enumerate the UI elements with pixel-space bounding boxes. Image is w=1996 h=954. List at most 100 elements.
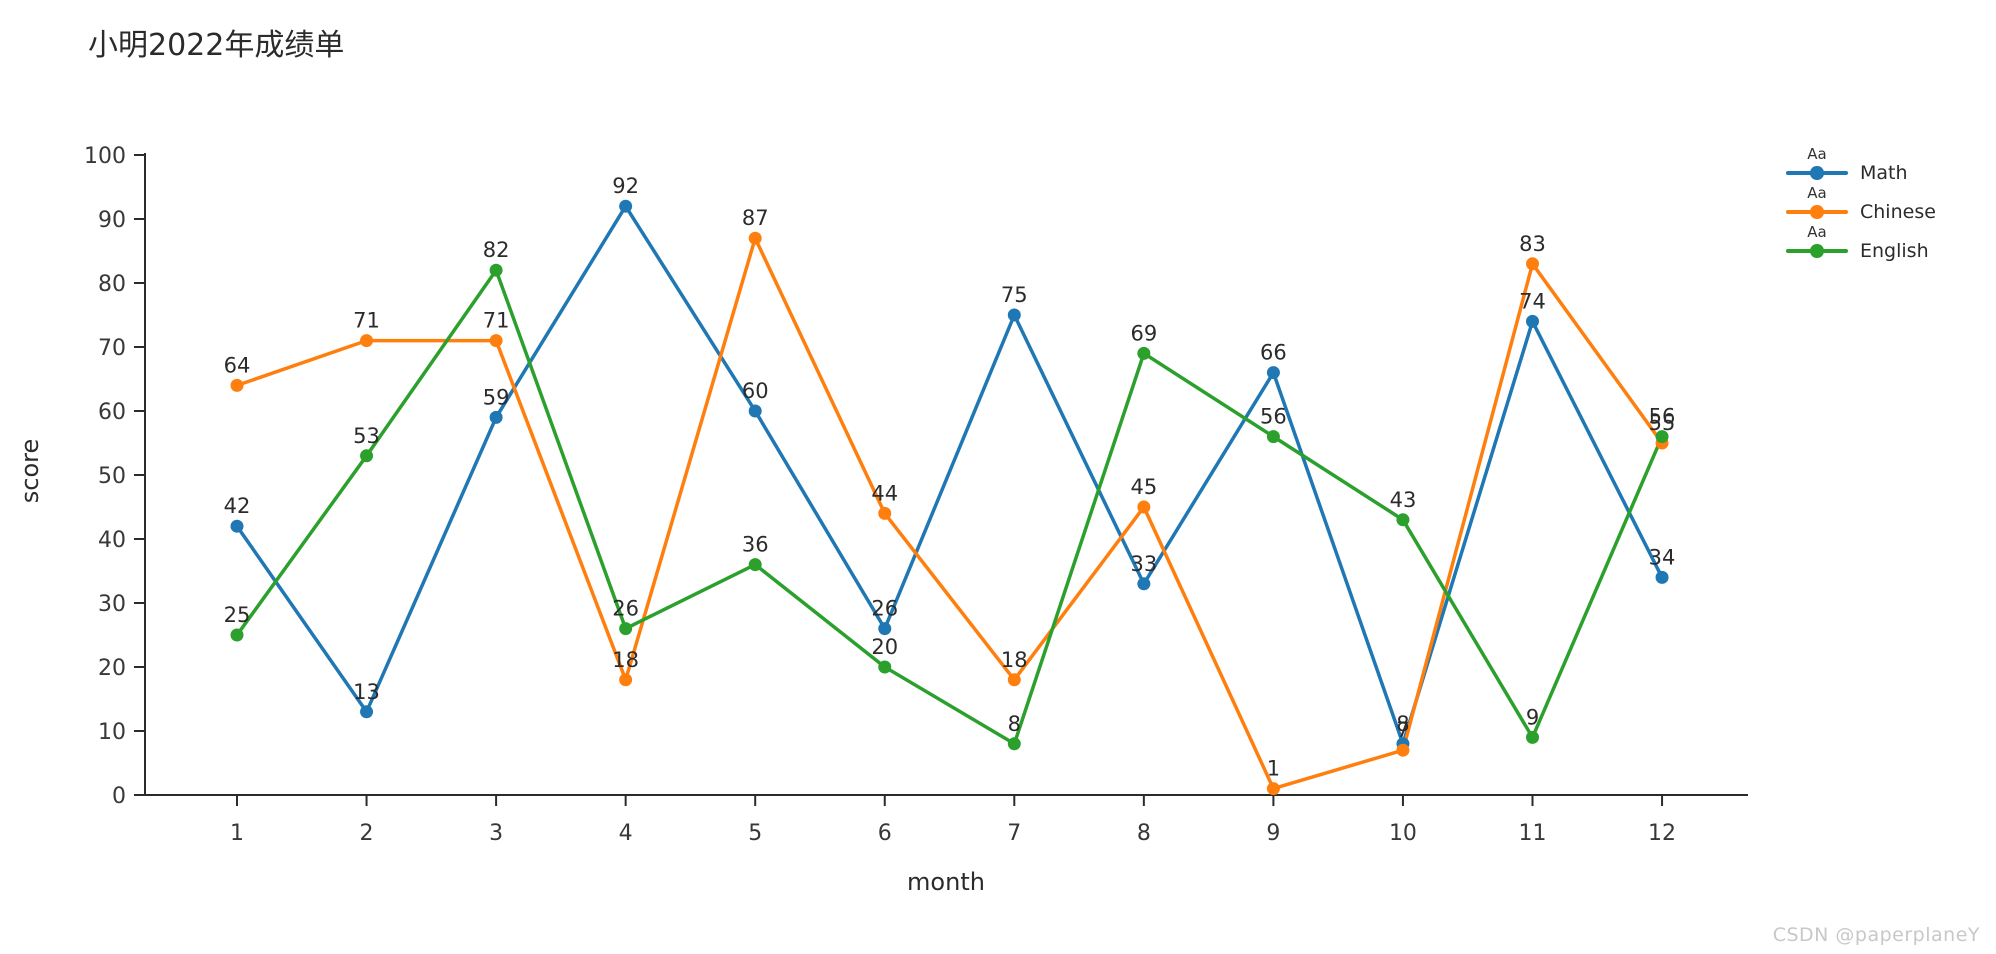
data-point-label-math: 34 xyxy=(1649,545,1676,569)
legend-dot-icon xyxy=(1810,166,1824,180)
legend-aa-glyph: Aa xyxy=(1807,145,1827,163)
data-point-label-math: 75 xyxy=(1001,283,1028,307)
data-point-chinese xyxy=(360,334,374,348)
y-axis-title: score xyxy=(16,438,44,504)
data-point-label-math: 26 xyxy=(871,597,898,621)
data-point-label-chinese: 45 xyxy=(1130,475,1157,499)
x-tick-label: 7 xyxy=(1007,821,1021,846)
data-point-label-math: 13 xyxy=(353,680,380,704)
legend-line-swatch xyxy=(1786,163,1848,182)
data-point-label-english: 9 xyxy=(1526,705,1539,729)
data-point-english xyxy=(1137,346,1151,360)
data-point-label-chinese: 1 xyxy=(1267,757,1280,781)
data-point-english xyxy=(1266,430,1280,444)
data-point-chinese xyxy=(1137,500,1151,514)
data-point-label-chinese: 55 xyxy=(1649,411,1676,435)
y-tick-label: 20 xyxy=(98,656,126,681)
x-axis-title: month xyxy=(907,868,985,896)
data-point-label-math: 66 xyxy=(1260,341,1287,365)
data-point-label-chinese: 87 xyxy=(742,206,769,230)
data-point-label-english: 36 xyxy=(742,533,769,557)
data-point-math xyxy=(1266,366,1280,380)
x-tick-label: 11 xyxy=(1519,821,1547,846)
data-point-chinese xyxy=(489,334,503,348)
data-point-label-math: 60 xyxy=(742,379,769,403)
data-point-chinese xyxy=(619,673,633,687)
watermark: CSDN @paperplaneY xyxy=(1772,924,1980,946)
y-tick-label: 90 xyxy=(98,208,126,233)
data-point-label-math: 92 xyxy=(612,174,639,198)
x-tick-label: 3 xyxy=(489,821,503,846)
x-tick-label: 9 xyxy=(1266,821,1280,846)
series-line-english xyxy=(235,268,1664,746)
data-point-english xyxy=(360,449,374,463)
data-point-math xyxy=(1526,314,1539,328)
series-line-chinese xyxy=(235,236,1664,791)
data-point-label-chinese: 83 xyxy=(1519,232,1546,256)
data-point-math xyxy=(1137,577,1151,591)
data-point-label-english: 69 xyxy=(1130,321,1157,345)
y-tick-label: 100 xyxy=(84,144,126,169)
data-point-chinese xyxy=(1526,257,1539,271)
data-point-label-chinese: 18 xyxy=(1001,648,1028,672)
y-tick-label: 80 xyxy=(98,272,126,297)
x-tick-label: 2 xyxy=(360,821,374,846)
y-tick-label: 30 xyxy=(98,592,126,617)
data-point-english xyxy=(1007,737,1021,751)
data-point-chinese xyxy=(1266,782,1280,796)
x-tick-label: 5 xyxy=(748,821,762,846)
data-point-math xyxy=(360,705,374,719)
data-point-label-math: 74 xyxy=(1519,289,1546,313)
y-tick-label: 70 xyxy=(98,336,126,361)
data-point-chinese xyxy=(878,506,892,520)
legend-label: Math xyxy=(1860,161,1908,184)
data-point-label-math: 59 xyxy=(483,385,510,409)
legend-line-swatch xyxy=(1786,241,1848,260)
data-point-label-math: 8 xyxy=(1396,712,1409,736)
legend-aa-glyph: Aa xyxy=(1807,184,1827,202)
legend-label: Chinese xyxy=(1860,200,1936,223)
data-point-english xyxy=(1655,430,1669,444)
data-point-english xyxy=(489,263,503,277)
data-point-chinese xyxy=(1396,743,1410,757)
data-point-math xyxy=(878,622,892,636)
legend-line-swatch xyxy=(1786,202,1848,221)
y-tick-label: 40 xyxy=(98,528,126,553)
data-point-english xyxy=(1526,730,1539,744)
data-point-label-chinese: 7 xyxy=(1396,718,1409,742)
x-tick-label: 1 xyxy=(230,821,244,846)
data-point-math xyxy=(230,519,244,533)
legend-aa-glyph: Aa xyxy=(1807,223,1827,241)
legend-dot-icon xyxy=(1810,244,1824,258)
data-point-label-chinese: 18 xyxy=(612,648,639,672)
data-point-label-chinese: 64 xyxy=(224,353,251,377)
legend-item-chinese: Aa Chinese xyxy=(1786,184,1936,223)
legend: Aa Math Aa Chinese Aa English xyxy=(1786,145,1936,262)
data-point-label-math: 33 xyxy=(1130,552,1157,576)
data-point-label-chinese: 44 xyxy=(871,481,898,505)
data-point-english xyxy=(230,628,244,642)
data-point-chinese xyxy=(230,378,244,392)
data-point-label-english: 56 xyxy=(1649,405,1676,429)
data-point-chinese xyxy=(748,231,762,245)
x-tick-label: 4 xyxy=(619,821,633,846)
data-point-label-english: 25 xyxy=(224,603,251,627)
data-point-label-english: 56 xyxy=(1260,405,1287,429)
x-tick-label: 6 xyxy=(878,821,892,846)
chart-title: 小明2022年成绩单 xyxy=(88,28,345,63)
data-point-label-chinese: 71 xyxy=(353,309,380,333)
x-tick-label: 10 xyxy=(1389,821,1417,846)
legend-label: English xyxy=(1860,239,1929,262)
data-point-math xyxy=(1655,570,1669,584)
legend-dot-icon xyxy=(1810,205,1824,219)
data-point-math xyxy=(619,199,633,213)
data-point-english xyxy=(878,660,892,674)
y-tick-label: 50 xyxy=(98,464,126,489)
x-tick-label: 12 xyxy=(1648,821,1676,846)
legend-item-math: Aa Math xyxy=(1786,145,1936,184)
y-tick-label: 10 xyxy=(98,720,126,745)
data-point-math xyxy=(1007,308,1021,322)
data-point-math xyxy=(748,404,762,418)
data-point-label-chinese: 71 xyxy=(483,309,510,333)
data-point-chinese xyxy=(1007,673,1021,687)
